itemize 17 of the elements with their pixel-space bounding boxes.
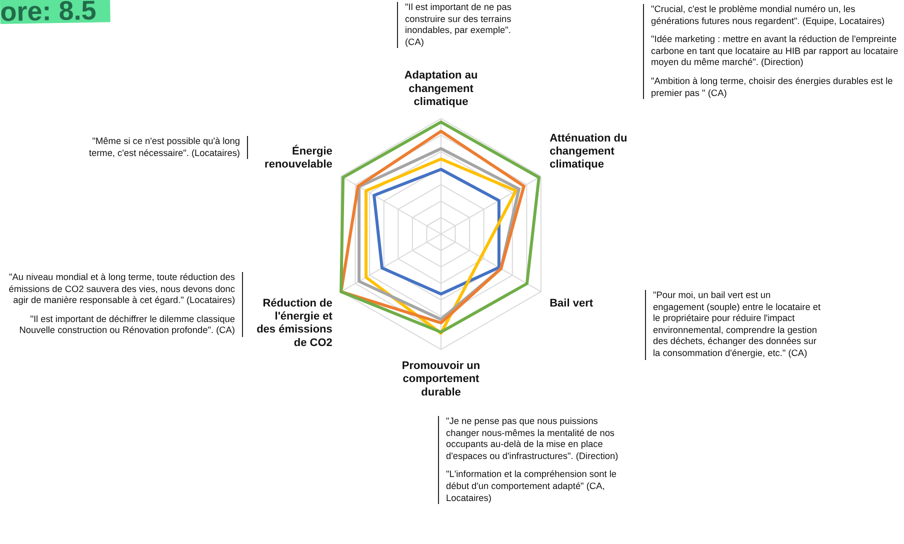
text: "L'information et la compréhension sont le début d'un comportement adapté" (CA, Locataires) (446, 469, 618, 504)
text: "Au niveau mondial et à long terme, toute réduction des émissions de CO2 sauvera des vies, nous devons donc agir de manière responsable à cet égard." (Locataires) (8, 272, 235, 307)
text: "Je ne pense pas que nous puissions changer nous-mêmes la mentalité de nos occupants au-delà de la mise en place d'espaces ou d'infrastructures". (Direction) (446, 416, 620, 462)
text: "Il est important de déchiffrer le dilemme classique Nouvelle construction ou Rénovation profonde". (CA) (18, 314, 235, 337)
spoke-label: Réduction de l'énergie et des émissions de CO2 (256, 297, 333, 349)
spoke-label: Promouvoir un comportement durable (402, 360, 480, 398)
text: "Il est important de ne pas construire sur des terrains inondables, par exemple". (CA) (405, 2, 512, 48)
text: "Pour moi, un bail vert est un engagement (souple) entre le locataire et le propriétaire pour réduire l'impact environnemental, comprendre la gestion des déchets, échanger des données sur la consommation d'énergie, etc." (CA) (653, 290, 822, 360)
text: "Idée marketing : mettre en avant la réduction de l'empreinte carbone en tant que locataire au HIB par rapport au locataire moyen du même marché". (Direction) (651, 34, 900, 69)
spoke-label: Atténuation du changement climatique (550, 132, 628, 171)
spoke-label: Adaptation au changement climatique (404, 70, 478, 108)
text: ore: 8.5 (0, 0, 110, 27)
text: "Ambition à long terme, choisir des énergies durables est le premier pas " (CA) (651, 76, 894, 100)
text: "Crucial, c'est le problème mondial numéro un, les générations futures nous regardent". (Equipe, Locataires) (651, 4, 886, 28)
text: "Même si ce n'est possible qu'à long terme, c'est nécessaire". (Locataires) (88, 136, 240, 160)
spoke-label: Bail vert (550, 297, 594, 310)
spoke-label: Énergie renouvelable (264, 144, 332, 171)
